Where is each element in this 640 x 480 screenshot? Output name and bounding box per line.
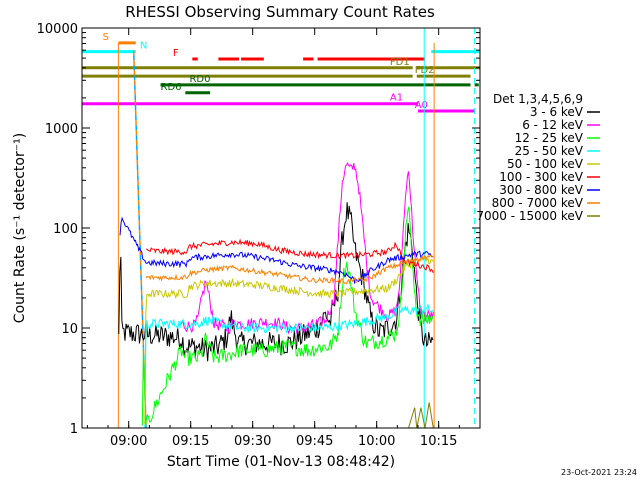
legend-entry-label: 100 - 300 keV [499, 170, 583, 184]
x-tick-label: 09:15 [172, 434, 209, 449]
legend-entry-label: 3 - 6 keV [530, 105, 584, 119]
footer-timestamp: 23-Oct-2021 23:24 [561, 468, 637, 477]
flag-label: RD6 [161, 82, 182, 93]
legend-entry-label: 7000 - 15000 keV [476, 209, 583, 223]
series-line [144, 303, 434, 429]
legend-title: Det 1,3,4,5,6,9 [493, 92, 583, 106]
x-tick-label: 09:00 [110, 434, 147, 449]
flag-label: A1 [390, 93, 403, 104]
flag-label: N [140, 41, 147, 52]
y-axis-label: Count Rate (s⁻¹ detector⁻¹) [12, 133, 28, 323]
series-layer [118, 161, 434, 429]
y-tick-label: 10 [61, 322, 78, 337]
series-line [141, 206, 434, 429]
y-tick-label: 100 [53, 222, 78, 237]
series-line [408, 402, 434, 429]
series-line [145, 238, 434, 273]
legend-entry-label: 25 - 50 keV [515, 144, 584, 158]
flag-label: RD0 [189, 74, 210, 85]
flag-label: A0 [415, 100, 428, 111]
y-tick-label: 1 [70, 422, 78, 437]
legend-entry-label: 300 - 800 keV [499, 183, 583, 197]
x-axis-label: Start Time (01-Nov-13 08:48:42) [167, 454, 395, 470]
x-tick-label: 09:45 [296, 434, 333, 449]
y-tick-label: 10000 [37, 22, 78, 37]
legend-entry-label: 50 - 100 keV [507, 157, 584, 171]
flag-label: S [103, 32, 109, 43]
y-tick-label: 1000 [45, 122, 78, 137]
x-tick-label: 10:00 [358, 434, 395, 449]
saa-slant-line-a [132, 50, 147, 429]
series-line [144, 256, 434, 425]
series-line [145, 254, 434, 285]
legend-entry-label: 800 - 7000 keV [492, 196, 584, 210]
chart-title: RHESSI Observing Summary Count Rates [125, 3, 435, 21]
legend-entry-label: 6 - 12 keV [522, 118, 584, 132]
series-line [119, 216, 434, 285]
x-tick-label: 10:15 [420, 434, 457, 449]
flag-label: FD1 [390, 57, 410, 68]
axis-ticks-layer: 09:00 09:15 09:30 09:45 10:00 10:15 1 10 100 1000… [37, 22, 481, 449]
x-tick-label: 09:30 [234, 434, 271, 449]
flag-label: F [173, 48, 179, 59]
series-line [180, 161, 434, 335]
legend-entry-label: 12 - 25 keV [515, 131, 584, 145]
